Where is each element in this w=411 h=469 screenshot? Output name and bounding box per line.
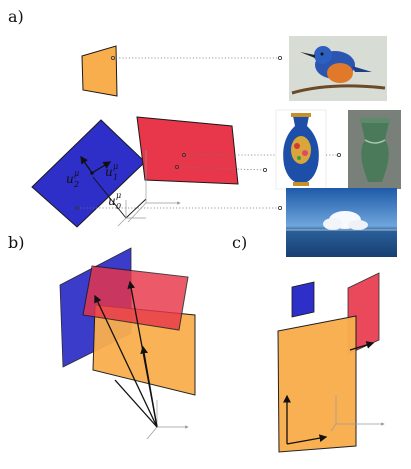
red-basis-vector	[349, 341, 375, 351]
anchor-point	[111, 56, 116, 61]
blue-plane-c	[291, 281, 315, 318]
coordinate-axes-b	[146, 400, 189, 440]
panel-a-label: a)	[8, 7, 24, 26]
svg-text:2: 2	[73, 180, 79, 189]
vector-to-orange	[140, 345, 158, 428]
u2-vector	[80, 155, 93, 174]
svg-text:μ: μ	[113, 162, 118, 171]
red-plane-b	[82, 265, 189, 331]
svg-text:1: 1	[113, 173, 118, 182]
anchor-point	[262, 167, 267, 172]
anchor-point	[75, 205, 80, 210]
orange-plane-c	[277, 315, 357, 453]
orange-basis-horizontal	[286, 434, 328, 445]
vector-to-red	[94, 294, 158, 428]
orange-plane-a	[81, 45, 118, 97]
cloisonne-vase-photo	[275, 109, 327, 190]
coordinate-axes-c	[330, 395, 385, 432]
anchor-point	[277, 205, 282, 210]
svg-text:μ: μ	[74, 169, 79, 178]
vector-to-blue	[114, 379, 158, 428]
u0-vector-branch	[125, 198, 147, 219]
anchor-point	[277, 56, 282, 61]
u0-vector	[92, 176, 127, 219]
svg-text:u: u	[105, 165, 113, 179]
svg-text:u: u	[66, 172, 74, 186]
svg-text:μ: μ	[116, 191, 121, 200]
u1-label: u 1 μ	[105, 162, 118, 182]
anchor-point	[336, 152, 341, 157]
svg-text:0: 0	[116, 202, 121, 211]
green-vase-photo	[348, 110, 401, 189]
kingfisher-photo	[289, 36, 387, 101]
u0-label: u 0 μ	[108, 191, 121, 211]
u2-label: u 2 μ	[66, 169, 79, 189]
dotted-link	[179, 166, 265, 171]
ocean-photo	[286, 188, 397, 257]
svg-text:u: u	[108, 194, 116, 208]
plane-origin-point	[90, 171, 94, 175]
blue-plane-a	[31, 119, 146, 228]
anchor-point	[174, 164, 179, 169]
coordinate-axes-a	[117, 150, 181, 227]
u1-vector	[91, 161, 112, 174]
anchor-point	[181, 152, 186, 157]
panel-c-label: c)	[232, 233, 247, 252]
panel-b-label: b)	[8, 233, 24, 252]
red-plane-a	[136, 116, 239, 185]
